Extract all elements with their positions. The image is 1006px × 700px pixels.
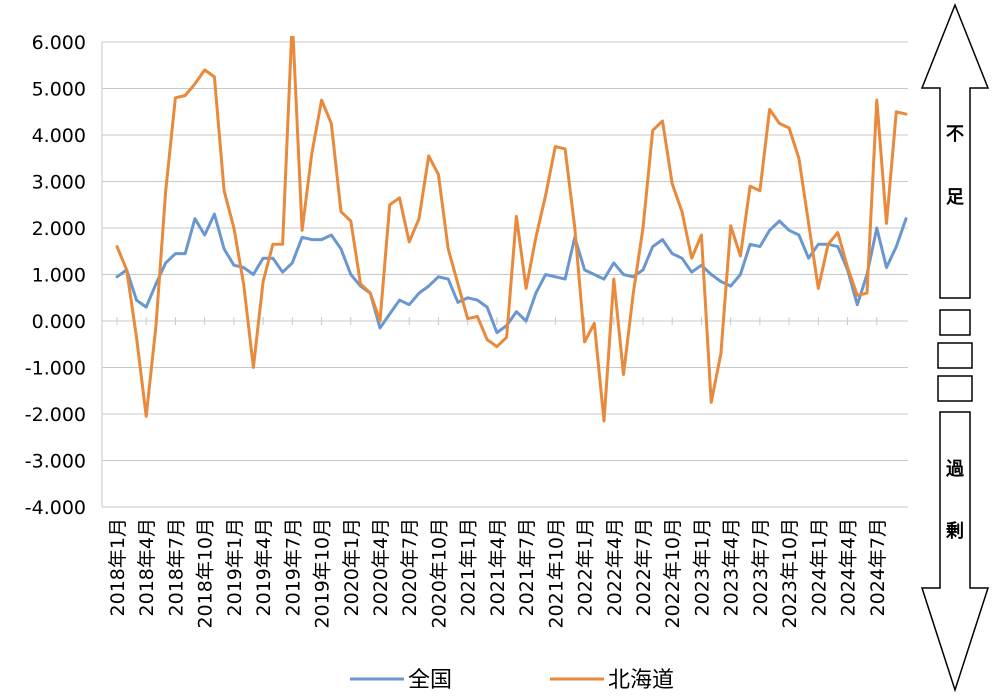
neutral-indicator [937, 309, 973, 402]
y-tick-label: 0.000 [32, 311, 86, 333]
shortage-arrow: 不 足 [920, 2, 990, 299]
y-tick-label: 5.000 [32, 79, 86, 101]
x-tick-label: 2019年10月 [312, 518, 334, 629]
x-tick-label: 2020年4月 [370, 518, 392, 616]
indicator-box [937, 375, 973, 402]
shortage-label-char-2: 足 [946, 187, 964, 208]
y-tick-label: -2.000 [25, 404, 86, 426]
x-tick-label: 2023年7月 [750, 518, 772, 616]
x-tick-label: 2018年10月 [195, 518, 217, 629]
y-tick-label: 6.000 [32, 32, 86, 54]
x-tick-label: 2023年1月 [691, 518, 713, 616]
x-tick-label: 2019年7月 [282, 518, 304, 616]
shortage-label-char-1: 不 [946, 124, 964, 145]
x-tick-label: 2023年4月 [721, 518, 743, 616]
x-tick-label: 2020年10月 [428, 518, 450, 629]
x-tick-label: 2018年4月 [136, 518, 158, 616]
x-tick-label: 2019年4月 [253, 518, 275, 616]
x-tick-label: 2019年1月 [224, 518, 246, 616]
grid-lines [102, 41, 908, 508]
up-arrow-icon [920, 2, 990, 299]
legend-label-series-2: 北海道 [608, 668, 674, 693]
x-tick-label: 2018年1月 [107, 518, 129, 616]
surplus-arrow: 過 剰 [920, 411, 990, 693]
surplus-label-char-2: 剰 [945, 520, 964, 542]
series-line-2 [115, 36, 908, 423]
x-tick-label: 2021年7月 [516, 518, 538, 616]
x-tick-label: 2024年1月 [808, 518, 830, 616]
legend: 全国 北海道 [350, 668, 674, 693]
down-arrow-icon [920, 411, 990, 693]
x-tick-label: 2020年7月 [399, 518, 421, 616]
x-tick-label: 2024年7月 [867, 518, 889, 616]
legend-label-series-1: 全国 [408, 668, 452, 693]
y-tick-label: -1.000 [25, 358, 86, 380]
x-tick-label: 2020年1月 [341, 518, 363, 616]
indicator-box [937, 342, 973, 369]
plot-area [115, 36, 908, 423]
y-tick-label: 3.000 [32, 172, 86, 194]
y-tick-label: -4.000 [25, 497, 86, 519]
x-tick-label: 2021年4月 [487, 518, 509, 616]
y-tick-label: 4.000 [32, 125, 86, 147]
x-tick-label: 2023年10月 [779, 518, 801, 629]
x-tick-label: 2022年1月 [575, 518, 597, 616]
x-tick-label: 2022年7月 [633, 518, 655, 616]
series-line-1 [115, 212, 908, 335]
y-tick-label: 1.000 [32, 265, 86, 287]
y-axis: 6.000 5.000 4.000 3.000 2.000 1.000 0.000 -1.00… [25, 32, 103, 519]
x-tick-label: 2018年7月 [165, 518, 187, 616]
x-tick-label: 2022年10月 [662, 518, 684, 629]
x-tick-label: 2021年1月 [458, 518, 480, 616]
surplus-label-char-1: 過 [946, 459, 965, 480]
y-tick-label: 2.000 [32, 218, 86, 240]
indicator-box [939, 309, 971, 336]
y-tick-label: -3.000 [25, 451, 86, 473]
x-tick-label: 2021年10月 [545, 518, 567, 629]
x-axis: 2018年1月 2018年4月 2018年7月 2018年10月 2019年1月 2019… [107, 317, 889, 629]
x-tick-label: 2022年4月 [604, 518, 626, 616]
x-tick-label: 2024年4月 [838, 518, 860, 616]
